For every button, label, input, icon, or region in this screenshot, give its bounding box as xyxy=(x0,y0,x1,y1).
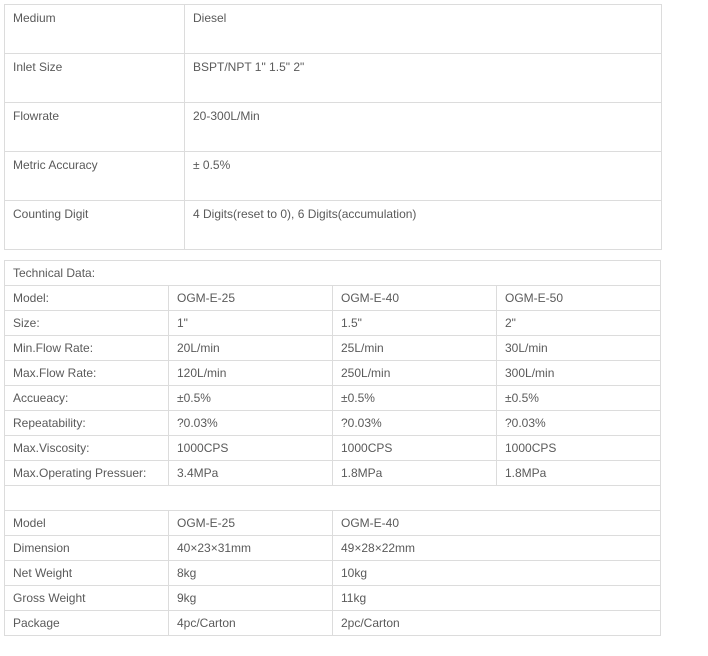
value-cell: ± 0.5% xyxy=(185,152,662,201)
table-row: Metric Accuracy ± 0.5% xyxy=(5,152,662,201)
value-cell: ±0.5% xyxy=(497,386,661,411)
value-cell: ?0.03% xyxy=(497,411,661,436)
label-cell: Inlet Size xyxy=(5,54,185,103)
value-cell: 250L/min xyxy=(333,361,497,386)
value-cell: 1.5" xyxy=(333,311,497,336)
value-cell: 1" xyxy=(169,311,333,336)
blank-cell xyxy=(5,486,661,511)
label-cell: Model: xyxy=(5,286,169,311)
technical-data-table: Technical Data: Model: OGM-E-25 OGM-E-40… xyxy=(4,260,661,636)
value-cell: BSPT/NPT 1" 1.5" 2" xyxy=(185,54,662,103)
value-cell: 25L/min xyxy=(333,336,497,361)
value-cell: 30L/min xyxy=(497,336,661,361)
label-cell: Metric Accuracy xyxy=(5,152,185,201)
table-row: Net Weight 8kg 10kg xyxy=(5,561,661,586)
value-cell: OGM-E-40 xyxy=(333,511,661,536)
label-cell: Dimension xyxy=(5,536,169,561)
blank-row xyxy=(5,486,661,511)
value-cell: 1000CPS xyxy=(497,436,661,461)
label-cell: Max.Viscosity: xyxy=(5,436,169,461)
value-cell: OGM-E-40 xyxy=(333,286,497,311)
value-cell: 11kg xyxy=(333,586,661,611)
value-cell: 20L/min xyxy=(169,336,333,361)
label-cell: Package xyxy=(5,611,169,636)
label-cell: Gross Weight xyxy=(5,586,169,611)
value-cell: 1.8MPa xyxy=(497,461,661,486)
table-row: Accueacy: ±0.5% ±0.5% ±0.5% xyxy=(5,386,661,411)
value-cell: ±0.5% xyxy=(333,386,497,411)
heading-row: Technical Data: xyxy=(5,261,661,286)
value-cell: 10kg xyxy=(333,561,661,586)
value-cell: 1000CPS xyxy=(333,436,497,461)
value-cell: 1000CPS xyxy=(169,436,333,461)
value-cell: OGM-E-25 xyxy=(169,286,333,311)
label-cell: Flowrate xyxy=(5,103,185,152)
label-cell: Medium xyxy=(5,5,185,54)
label-cell: Net Weight xyxy=(5,561,169,586)
value-cell: 3.4MPa xyxy=(169,461,333,486)
table-row: Medium Diesel xyxy=(5,5,662,54)
value-cell: ?0.03% xyxy=(169,411,333,436)
table-row: Max.Flow Rate: 120L/min 250L/min 300L/mi… xyxy=(5,361,661,386)
table-row: Package 4pc/Carton 2pc/Carton xyxy=(5,611,661,636)
value-cell: 9kg xyxy=(169,586,333,611)
value-cell: 120L/min xyxy=(169,361,333,386)
value-cell: 300L/min xyxy=(497,361,661,386)
table-gap xyxy=(4,250,704,260)
table-row: Gross Weight 9kg 11kg xyxy=(5,586,661,611)
table-row: Max.Operating Pressuer: 3.4MPa 1.8MPa 1.… xyxy=(5,461,661,486)
value-cell: 2pc/Carton xyxy=(333,611,661,636)
table-row: Max.Viscosity: 1000CPS 1000CPS 1000CPS xyxy=(5,436,661,461)
label-cell: Max.Flow Rate: xyxy=(5,361,169,386)
table-row: Flowrate 20-300L/Min xyxy=(5,103,662,152)
value-cell: 8kg xyxy=(169,561,333,586)
label-cell: Model xyxy=(5,511,169,536)
value-cell: 40×23×31mm xyxy=(169,536,333,561)
value-cell: ±0.5% xyxy=(169,386,333,411)
general-spec-table: Medium Diesel Inlet Size BSPT/NPT 1" 1.5… xyxy=(4,4,662,250)
value-cell: 4pc/Carton xyxy=(169,611,333,636)
value-cell: OGM-E-25 xyxy=(169,511,333,536)
label-cell: Repeatability: xyxy=(5,411,169,436)
label-cell: Accueacy: xyxy=(5,386,169,411)
label-cell: Min.Flow Rate: xyxy=(5,336,169,361)
value-cell: 2" xyxy=(497,311,661,336)
label-cell: Max.Operating Pressuer: xyxy=(5,461,169,486)
heading-cell: Technical Data: xyxy=(5,261,661,286)
table-row: Inlet Size BSPT/NPT 1" 1.5" 2" xyxy=(5,54,662,103)
table-row: Counting Digit 4 Digits(reset to 0), 6 D… xyxy=(5,201,662,250)
table-row: Min.Flow Rate: 20L/min 25L/min 30L/min xyxy=(5,336,661,361)
value-cell: Diesel xyxy=(185,5,662,54)
table-row: Dimension 40×23×31mm 49×28×22mm xyxy=(5,536,661,561)
table-row: Size: 1" 1.5" 2" xyxy=(5,311,661,336)
value-cell: 49×28×22mm xyxy=(333,536,661,561)
table-row: Model OGM-E-25 OGM-E-40 xyxy=(5,511,661,536)
label-cell: Size: xyxy=(5,311,169,336)
value-cell: 20-300L/Min xyxy=(185,103,662,152)
table-row: Repeatability: ?0.03% ?0.03% ?0.03% xyxy=(5,411,661,436)
value-cell: OGM-E-50 xyxy=(497,286,661,311)
label-cell: Counting Digit xyxy=(5,201,185,250)
value-cell: 1.8MPa xyxy=(333,461,497,486)
value-cell: ?0.03% xyxy=(333,411,497,436)
value-cell: 4 Digits(reset to 0), 6 Digits(accumulat… xyxy=(185,201,662,250)
table-row: Model: OGM-E-25 OGM-E-40 OGM-E-50 xyxy=(5,286,661,311)
